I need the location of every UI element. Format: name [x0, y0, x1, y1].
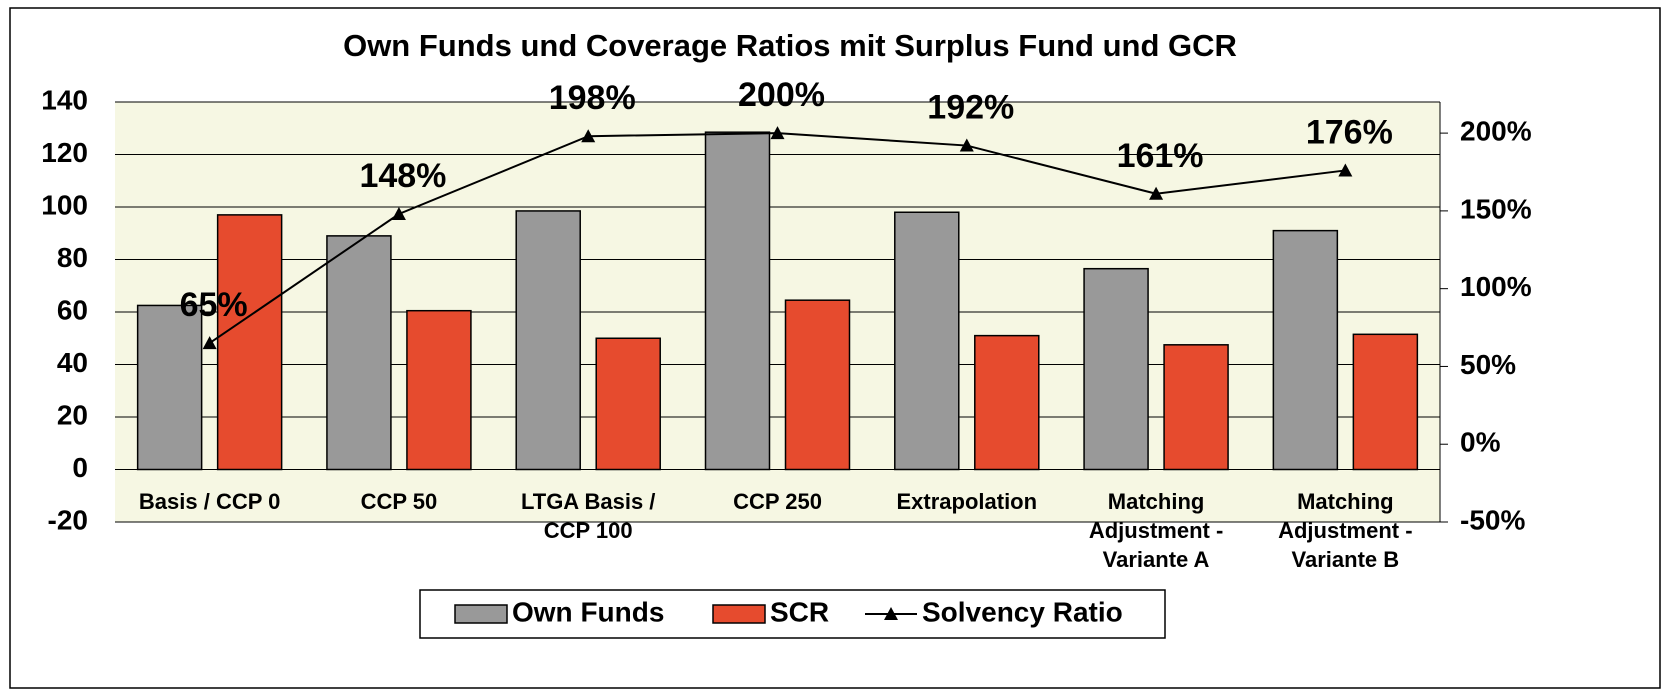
marker [959, 138, 974, 152]
legend-label: SCR [770, 596, 829, 627]
bar [406, 309, 472, 471]
y-tick-label: 120 [41, 137, 88, 168]
bar [136, 304, 203, 471]
y-tick-label: 60 [57, 294, 88, 325]
bar [1163, 344, 1229, 471]
bar [326, 235, 392, 471]
data-label: 148% [359, 157, 446, 195]
data-label: 192% [927, 89, 1014, 127]
chart-title: Own Funds und Coverage Ratios mit Surplu… [343, 28, 1237, 63]
legend-swatch [712, 604, 766, 624]
x-tick-label: CCP 50 [360, 489, 438, 514]
x-tick-label: Extrapolation [896, 489, 1038, 514]
bar [515, 210, 581, 471]
y2-tick-label: 100% [1460, 271, 1532, 302]
y2-tick-label: 150% [1460, 193, 1532, 224]
y-tick-label: 20 [57, 399, 88, 430]
bar [704, 131, 771, 471]
marker [770, 126, 785, 140]
y2-tick-label: 50% [1460, 349, 1516, 380]
y2-tick-label: 0% [1460, 427, 1501, 458]
y-tick-label: 100 [41, 189, 88, 220]
y-tick-label: 140 [41, 84, 88, 115]
bar [216, 214, 283, 471]
legend-label: Own Funds [512, 596, 664, 627]
legend-box [419, 589, 1166, 639]
bar [784, 299, 851, 471]
bar [1352, 333, 1419, 471]
x-tick-label: Basis / CCP 0 [138, 489, 281, 514]
y-tick-label: -20 [48, 504, 88, 535]
marker [1338, 163, 1353, 177]
data-label: 65% [180, 286, 248, 324]
marker [1149, 186, 1164, 200]
data-label: 200% [738, 76, 825, 114]
bar [974, 334, 1040, 471]
bar [1083, 267, 1149, 471]
bar [894, 211, 960, 471]
data-label: 198% [549, 79, 636, 117]
x-tick-label: CCP 250 [733, 489, 822, 514]
bar [595, 337, 661, 471]
bar [1272, 229, 1339, 471]
legend-marker [884, 607, 898, 620]
y-tick-label: 80 [57, 242, 88, 273]
x-tick-label: LTGA Basis / CCP 100 [520, 489, 656, 543]
legend-label: Solvency Ratio [922, 596, 1123, 627]
data-label: 176% [1306, 113, 1393, 151]
y-tick-label: 40 [57, 347, 88, 378]
x-tick-label: Matching Adjustment - Variante A [1088, 489, 1224, 572]
data-label: 161% [1117, 137, 1204, 175]
marker [581, 129, 596, 143]
y2-tick-label: -50% [1460, 504, 1525, 535]
x-tick-label: Matching Adjustment - Variante B [1278, 489, 1413, 572]
marker [391, 207, 406, 220]
y2-tick-label: 200% [1460, 116, 1532, 147]
y-tick-label: 0 [72, 452, 88, 483]
legend-swatch [454, 604, 508, 624]
marker [202, 336, 217, 350]
